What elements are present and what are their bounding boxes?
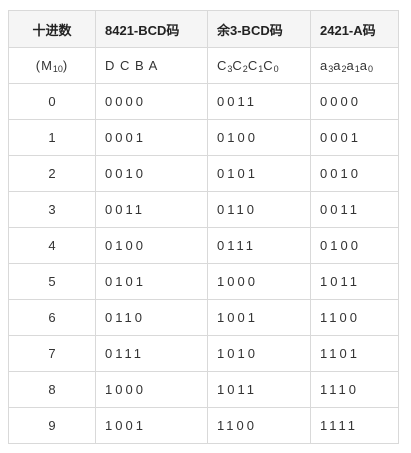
bit-label-sub: 2 bbox=[341, 63, 347, 74]
label-decimal: (M10) bbox=[8, 47, 96, 84]
table-row: 5 0101 1000 1011 bbox=[8, 263, 399, 300]
header-excess-3-bcd: 余3-BCD码 bbox=[207, 10, 311, 48]
decimal-cell: 8 bbox=[8, 371, 96, 408]
code-2421-a-cell: 0010 bbox=[310, 155, 399, 192]
bcd-8421-cell: 0010 bbox=[95, 155, 208, 192]
label-8421-bcd: D C B A bbox=[95, 47, 208, 84]
code-2421-a-cell: 0000 bbox=[310, 83, 399, 120]
decimal-cell: 6 bbox=[8, 299, 96, 336]
header-decimal: 十进数 bbox=[8, 10, 96, 48]
bit-label-sub: 3 bbox=[227, 63, 233, 74]
bit-label: C bbox=[263, 57, 274, 73]
bit-label: C bbox=[247, 57, 259, 73]
table-row: 3 0011 0110 0011 bbox=[8, 191, 399, 228]
label-2421-a: a3a2a1a0 bbox=[310, 47, 399, 84]
header-8421-bcd: 8421-BCD码 bbox=[95, 10, 208, 48]
code-2421-a-cell: 0011 bbox=[310, 191, 399, 228]
decimal-cell: 0 bbox=[8, 83, 96, 120]
bcd-8421-cell: 0001 bbox=[95, 119, 208, 156]
bit-label-sub: 0 bbox=[367, 63, 373, 74]
excess-3-cell: 1001 bbox=[207, 299, 311, 336]
excess-3-cell: 0110 bbox=[207, 191, 311, 228]
code-2421-a-cell: 1111 bbox=[310, 407, 399, 444]
code-2421-a-cell: 1100 bbox=[310, 299, 399, 336]
excess-3-cell: 0100 bbox=[207, 119, 311, 156]
bcd-8421-cell: 1000 bbox=[95, 371, 208, 408]
bit-label-sub: 2 bbox=[242, 63, 248, 74]
table-row: 1 0001 0100 0001 bbox=[8, 119, 399, 156]
table-row: 9 1001 1100 1111 bbox=[8, 407, 399, 444]
decimal-cell: 3 bbox=[8, 191, 96, 228]
bcd-8421-cell: 0111 bbox=[95, 335, 208, 372]
decimal-cell: 7 bbox=[8, 335, 96, 372]
decimal-cell: 5 bbox=[8, 263, 96, 300]
bcd-8421-cell: 0000 bbox=[95, 83, 208, 120]
header-2421-a: 2421-A码 bbox=[310, 10, 399, 48]
label-decimal-main: (M bbox=[35, 57, 53, 73]
label-decimal-sub: 10 bbox=[52, 63, 63, 74]
bcd-8421-cell: 1001 bbox=[95, 407, 208, 444]
excess-3-cell: 0111 bbox=[207, 227, 311, 264]
bit-label: a bbox=[333, 57, 342, 73]
table-row: 6 0110 1001 1100 bbox=[8, 299, 399, 336]
bcd-code-table: 十进数 8421-BCD码 余3-BCD码 2421-A码 (M10) D C … bbox=[8, 10, 399, 444]
bcd-8421-cell: 0100 bbox=[95, 227, 208, 264]
label-excess-3-bcd: C3C2C1C0 bbox=[207, 47, 311, 84]
code-2421-a-cell: 1101 bbox=[310, 335, 399, 372]
bit-label: C bbox=[217, 57, 228, 73]
code-2421-a-cell: 1011 bbox=[310, 263, 399, 300]
bit-label-row: (M10) D C B A C3C2C1C0 a3a2a1a0 bbox=[8, 47, 399, 84]
bit-label-sub: 1 bbox=[354, 63, 360, 74]
header-row: 十进数 8421-BCD码 余3-BCD码 2421-A码 bbox=[8, 10, 399, 48]
bit-label: C bbox=[232, 57, 243, 73]
bit-label-sub: 1 bbox=[258, 63, 264, 74]
bcd-8421-cell: 0110 bbox=[95, 299, 208, 336]
excess-3-cell: 1010 bbox=[207, 335, 311, 372]
decimal-cell: 1 bbox=[8, 119, 96, 156]
excess-3-cell: 0011 bbox=[207, 83, 311, 120]
table-row: 2 0010 0101 0010 bbox=[8, 155, 399, 192]
bcd-8421-cell: 0101 bbox=[95, 263, 208, 300]
bcd-8421-cell: 0011 bbox=[95, 191, 208, 228]
excess-3-cell: 1100 bbox=[207, 407, 311, 444]
code-2421-a-cell: 0001 bbox=[310, 119, 399, 156]
excess-3-cell: 1000 bbox=[207, 263, 311, 300]
bit-label-sub: 3 bbox=[328, 63, 334, 74]
decimal-cell: 9 bbox=[8, 407, 96, 444]
bit-label-sub: 0 bbox=[273, 63, 279, 74]
table-row: 8 1000 1011 1110 bbox=[8, 371, 399, 408]
bit-label: a bbox=[320, 57, 329, 73]
decimal-cell: 4 bbox=[8, 227, 96, 264]
code-2421-a-cell: 1110 bbox=[310, 371, 399, 408]
table-row: 0 0000 0011 0000 bbox=[8, 83, 399, 120]
bit-label: a bbox=[359, 57, 368, 73]
table-row: 4 0100 0111 0100 bbox=[8, 227, 399, 264]
table-row: 7 0111 1010 1101 bbox=[8, 335, 399, 372]
bit-label: a bbox=[346, 57, 355, 73]
code-2421-a-cell: 0100 bbox=[310, 227, 399, 264]
excess-3-cell: 0101 bbox=[207, 155, 311, 192]
decimal-cell: 2 bbox=[8, 155, 96, 192]
excess-3-cell: 1011 bbox=[207, 371, 311, 408]
label-decimal-tail: ) bbox=[62, 57, 69, 73]
